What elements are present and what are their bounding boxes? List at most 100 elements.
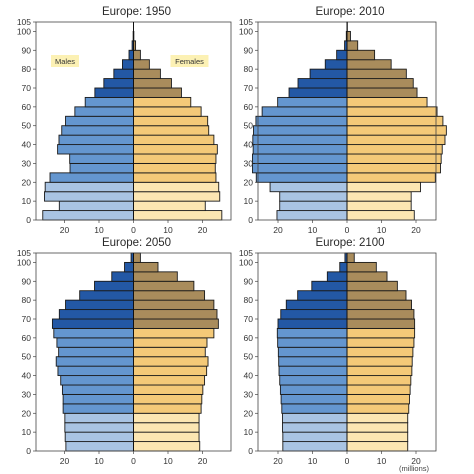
male-bar-40-44 bbox=[278, 365, 348, 377]
female-bar-15-19 bbox=[346, 412, 409, 424]
male-bar-15-19 bbox=[269, 181, 348, 193]
x-tick-label: 20 bbox=[411, 225, 421, 235]
female-bar-25-29 bbox=[346, 393, 410, 405]
y-tick-label: 10 bbox=[22, 427, 32, 437]
male-bar-65-69 bbox=[51, 318, 134, 329]
male-bar-85-89 bbox=[336, 49, 348, 61]
female-bar-30-34 bbox=[346, 384, 411, 395]
y-tick-label: 90 bbox=[22, 45, 32, 55]
males-label: Males bbox=[55, 57, 75, 66]
y-tick-label: 0 bbox=[248, 446, 253, 456]
female-bar-75-79 bbox=[346, 299, 412, 311]
female-bar-25-29 bbox=[133, 393, 203, 405]
units-label: (millions) bbox=[399, 464, 430, 473]
x-tick-label: 20 bbox=[60, 225, 70, 235]
female-bar-65-69 bbox=[133, 87, 182, 98]
female-bar-20-24 bbox=[346, 403, 410, 414]
male-bar-75-79 bbox=[113, 68, 134, 80]
female-bar-55-59 bbox=[346, 106, 438, 117]
male-bar-20-24 bbox=[255, 172, 348, 183]
chart-title: Europe: 1950 bbox=[102, 6, 171, 18]
female-bar-70-74 bbox=[133, 78, 172, 89]
y-tick-label: 0 bbox=[26, 446, 31, 456]
y-tick-label: 105 bbox=[239, 17, 253, 27]
female-bar-40-44 bbox=[346, 134, 446, 146]
female-bar-50-54 bbox=[346, 346, 414, 358]
male-bar-95-99 bbox=[124, 261, 134, 273]
female-bar-45-49 bbox=[346, 125, 447, 136]
x-tick-label: 0 bbox=[131, 225, 136, 235]
x-tick-label: 20 bbox=[60, 456, 70, 466]
male-bar-50-54 bbox=[255, 115, 348, 127]
male-bar-85-89 bbox=[128, 49, 134, 61]
female-bar-15-19 bbox=[133, 412, 200, 424]
y-tick-label: 80 bbox=[244, 64, 254, 74]
female-bar-65-69 bbox=[133, 318, 219, 329]
x-tick-label: 0 bbox=[131, 456, 136, 466]
female-bar-85-89 bbox=[133, 49, 141, 61]
male-bar-70-74 bbox=[103, 78, 134, 89]
males-label-bg bbox=[51, 55, 79, 67]
female-bar-85-89 bbox=[346, 49, 376, 61]
females-label: Females bbox=[175, 57, 204, 66]
x-tick-label: 20 bbox=[198, 225, 208, 235]
y-tick-label: 40 bbox=[22, 140, 32, 150]
male-bar-70-74 bbox=[280, 309, 348, 320]
y-tick-label: 105 bbox=[17, 248, 31, 258]
male-bar-30-34 bbox=[252, 153, 348, 164]
female-bar-85-89 bbox=[133, 280, 195, 292]
x-tick-label: 20 bbox=[411, 456, 421, 466]
female-bar-85-89 bbox=[346, 280, 398, 292]
male-bar-80-84 bbox=[79, 290, 134, 301]
y-tick-label: 40 bbox=[244, 140, 254, 150]
y-tick-label: 90 bbox=[244, 45, 254, 55]
male-bar-50-54 bbox=[58, 346, 134, 358]
male-bar-55-59 bbox=[56, 337, 134, 348]
male-bar-90-94 bbox=[326, 271, 348, 282]
female-bar-60-64 bbox=[133, 327, 215, 339]
y-tick-label: 70 bbox=[244, 83, 254, 93]
y-tick-label: 50 bbox=[244, 121, 254, 131]
chart-title: Europe: 2050 bbox=[102, 237, 171, 249]
female-bar-45-49 bbox=[133, 125, 210, 136]
female-bar-60-64 bbox=[346, 327, 416, 339]
male-bar-60-64 bbox=[276, 327, 348, 339]
male-bar-80-84 bbox=[122, 59, 134, 70]
x-tick-label: 10 bbox=[94, 225, 104, 235]
y-tick-label: 60 bbox=[22, 102, 32, 112]
male-bar-10-14 bbox=[44, 191, 134, 202]
female-bar-35-39 bbox=[346, 375, 412, 386]
male-bar-15-19 bbox=[282, 412, 348, 424]
male-bar-45-49 bbox=[61, 125, 134, 136]
male-bar-35-39 bbox=[279, 375, 348, 386]
female-bar-35-39 bbox=[346, 144, 443, 155]
male-bar-40-44 bbox=[58, 134, 134, 146]
male-bar-75-79 bbox=[65, 299, 134, 311]
female-bar-50-54 bbox=[133, 346, 206, 358]
female-bar-60-64 bbox=[346, 96, 428, 108]
female-bar-40-44 bbox=[346, 365, 413, 377]
female-bar-40-44 bbox=[133, 365, 208, 377]
male-bar-0-4 bbox=[282, 441, 348, 452]
male-bar-35-39 bbox=[252, 144, 348, 155]
male-bar-50-54 bbox=[65, 115, 134, 127]
y-tick-label: 20 bbox=[244, 177, 254, 187]
male-bar-45-49 bbox=[278, 356, 348, 367]
y-tick-label: 20 bbox=[244, 408, 254, 418]
y-tick-label: 100 bbox=[239, 26, 253, 36]
male-bar-10-14 bbox=[279, 191, 348, 202]
female-bar-70-74 bbox=[133, 309, 218, 320]
male-bar-90-94 bbox=[111, 271, 134, 282]
female-bar-5-9 bbox=[346, 431, 409, 443]
female-bar-10-14 bbox=[133, 422, 200, 433]
female-bar-70-74 bbox=[346, 78, 414, 89]
female-bar-90-94 bbox=[133, 271, 178, 282]
male-bar-30-34 bbox=[69, 153, 134, 164]
female-bar-0-4 bbox=[346, 210, 415, 221]
male-bar-75-79 bbox=[285, 299, 348, 311]
female-bar-60-64 bbox=[133, 96, 192, 108]
y-tick-label: 30 bbox=[244, 389, 254, 399]
female-bar-50-54 bbox=[133, 115, 209, 127]
y-tick-label: 20 bbox=[22, 408, 32, 418]
